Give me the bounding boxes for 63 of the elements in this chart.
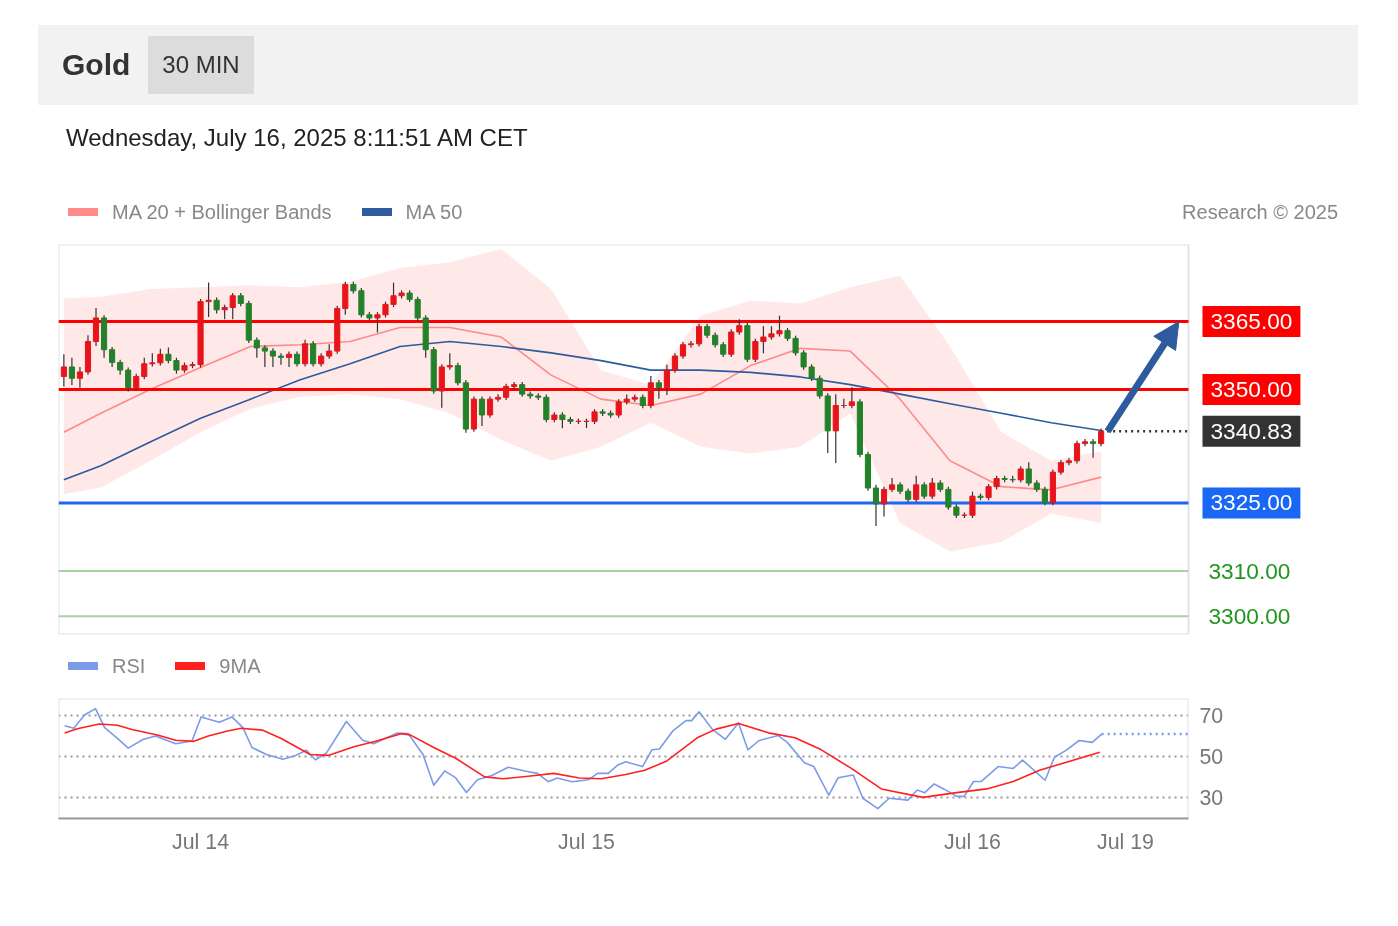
candlestick	[969, 491, 976, 519]
x-tick-label: Jul 16	[944, 829, 1001, 854]
candlestick	[92, 307, 100, 347]
text: Research © 2025	[1182, 199, 1339, 225]
candlestick	[454, 362, 461, 387]
y-tick-label: 50	[1199, 744, 1224, 769]
candlestick	[671, 352, 679, 374]
legend-label: RSI	[112, 653, 146, 679]
candlestick	[261, 344, 268, 368]
candlestick	[1025, 461, 1032, 487]
candlestick	[494, 393, 502, 403]
legend-label: 9MA	[219, 653, 261, 679]
x-tick-label: Jul 14	[172, 829, 230, 854]
legend-label: MA 50	[405, 199, 463, 225]
candlestick	[68, 357, 75, 386]
candlestick	[302, 339, 309, 368]
candlestick	[880, 486, 888, 518]
candlestick	[800, 349, 807, 371]
candlestick	[310, 340, 317, 368]
candlestick	[141, 357, 148, 380]
y-tick-label: 3325.00	[1210, 489, 1293, 516]
candlestick	[872, 484, 880, 527]
candlestick	[478, 395, 486, 427]
candlestick	[253, 336, 260, 359]
candlestick	[76, 366, 84, 389]
candlestick	[655, 379, 662, 400]
candlestick	[696, 323, 703, 348]
chart-subtitle: 30 MIN	[148, 35, 254, 95]
candlestick	[687, 340, 695, 349]
candlestick	[848, 386, 855, 409]
chart-title: Gold	[62, 46, 131, 83]
x-tick-label: Jul 15	[558, 829, 615, 854]
candlestick	[109, 346, 116, 368]
candlestick	[1090, 438, 1097, 459]
candlestick	[60, 353, 67, 388]
candlestick	[543, 394, 550, 423]
candlestick	[374, 311, 381, 334]
candlestick	[486, 395, 494, 419]
text: Jul 19	[1097, 829, 1154, 854]
candlestick	[913, 475, 920, 503]
candlestick	[888, 477, 896, 493]
y-tick-label: 3310.00	[1208, 557, 1291, 584]
candlestick	[647, 375, 654, 409]
y-tick-label: 3300.00	[1208, 602, 1291, 629]
candlestick	[277, 352, 285, 366]
candlestick	[945, 486, 952, 511]
candlestick	[1073, 440, 1081, 465]
candlestick	[728, 328, 735, 358]
legend-label: MA 20 + Bollinger Bands	[112, 199, 332, 225]
candlestick	[285, 350, 293, 368]
text: Wednesday, July 16, 2025 8:11:51 AM CET	[65, 123, 529, 153]
candlestick	[1041, 486, 1048, 506]
y-tick-label: 3340.83	[1210, 417, 1293, 444]
line-series	[63, 722, 1101, 799]
candlestick	[929, 477, 936, 500]
candlestick	[663, 364, 670, 396]
y-tick-label: 70	[1199, 703, 1224, 728]
y-tick-label: 3365.00	[1210, 308, 1293, 335]
y-tick-label: 30	[1199, 786, 1224, 811]
candlestick	[269, 347, 276, 368]
candlestick	[125, 366, 132, 393]
candlestick	[776, 315, 783, 338]
y-tick-label: 3350.00	[1210, 376, 1293, 403]
